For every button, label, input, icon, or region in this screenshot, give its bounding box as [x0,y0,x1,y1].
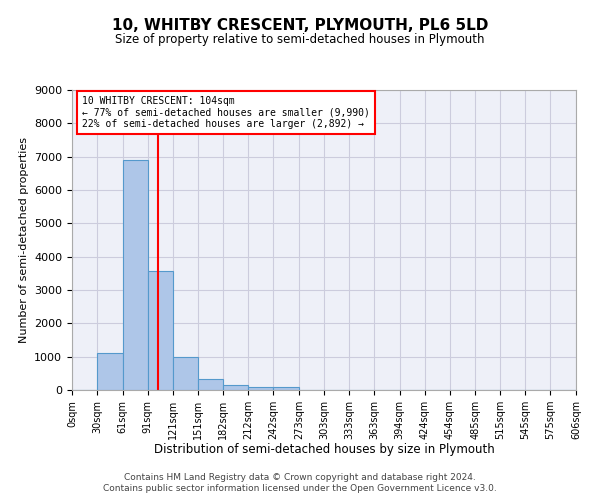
Bar [148,272,173,390]
Y-axis label: Number of semi-detached properties: Number of semi-detached properties [19,137,29,343]
Bar [248,386,273,390]
Bar [97,352,123,390]
Text: Contains public sector information licensed under the Open Government Licence v3: Contains public sector information licen… [103,484,497,493]
Text: Contains HM Land Registry data © Crown copyright and database right 2024.: Contains HM Land Registry data © Crown c… [124,472,476,482]
Bar [123,160,148,390]
Bar [197,380,223,390]
Bar [273,386,299,390]
Bar [223,386,248,390]
Text: 10 WHITBY CRESCENT: 104sqm
← 77% of semi-detached houses are smaller (9,990)
22%: 10 WHITBY CRESCENT: 104sqm ← 77% of semi… [82,96,370,129]
Text: 10, WHITBY CRESCENT, PLYMOUTH, PL6 5LD: 10, WHITBY CRESCENT, PLYMOUTH, PL6 5LD [112,18,488,32]
Bar [173,356,197,390]
Text: Size of property relative to semi-detached houses in Plymouth: Size of property relative to semi-detach… [115,32,485,46]
Text: Distribution of semi-detached houses by size in Plymouth: Distribution of semi-detached houses by … [154,442,494,456]
